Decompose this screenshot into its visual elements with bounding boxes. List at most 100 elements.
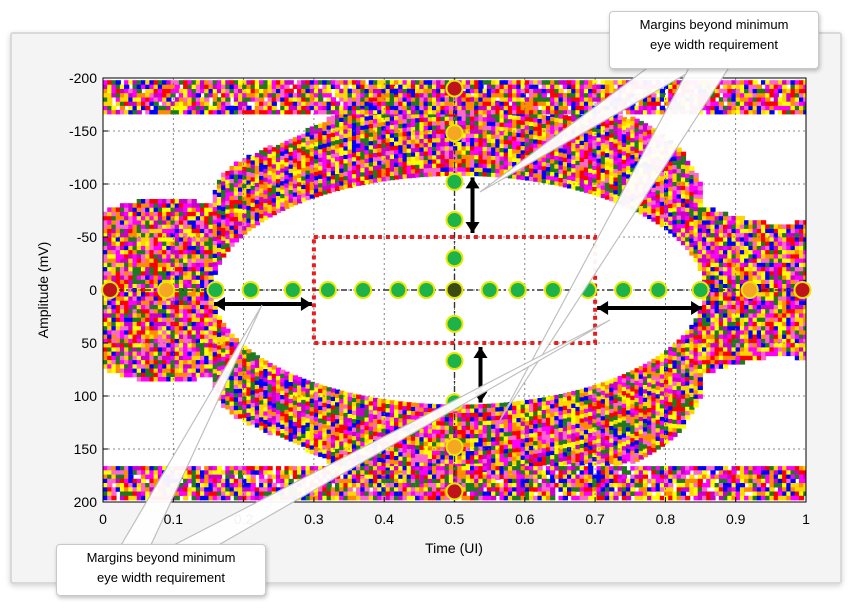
trace-segment: [242, 187, 248, 193]
trace-segment: [326, 425, 332, 430]
trace-segment: [267, 97, 273, 102]
trace-segment: [250, 172, 256, 178]
trace-segment: [309, 139, 315, 144]
trace-segment: [284, 80, 290, 85]
trace-segment: [297, 474, 303, 480]
trace-segment: [263, 394, 269, 399]
trace-segment: [178, 249, 185, 255]
trace-segment: [166, 215, 172, 221]
trace-segment: [170, 88, 176, 94]
trace-segment: [119, 232, 126, 238]
trace-segment: [280, 478, 286, 484]
trace-segment: [183, 245, 189, 251]
trace-segment: [204, 317, 210, 323]
trace-segment: [254, 182, 260, 188]
trace-segment: [111, 224, 117, 229]
trace-segment: [157, 105, 163, 111]
trace-segment: [330, 426, 336, 432]
trace-segment: [191, 275, 197, 280]
trace-segment: [136, 317, 142, 323]
trace-segment: [183, 495, 189, 501]
trace-segment: [128, 347, 134, 352]
trace-segment: [157, 368, 163, 374]
trace-segment: [292, 400, 298, 406]
trace-segment: [267, 426, 273, 432]
trace-segment: [204, 275, 210, 280]
trace-segment: [178, 355, 185, 361]
trace-segment: [195, 262, 201, 268]
trace-segment: [204, 84, 210, 89]
trace-segment: [356, 445, 362, 450]
trace-segment: [200, 483, 206, 488]
trace-segment: [166, 249, 172, 255]
trace-segment: [162, 321, 168, 327]
trace-segment: [313, 412, 320, 418]
trace-segment: [309, 381, 315, 387]
trace-segment: [271, 176, 277, 182]
trace-segment: [111, 93, 117, 98]
trace-segment: [229, 483, 235, 488]
trace-segment: [275, 208, 282, 213]
trace-segment: [288, 411, 294, 417]
trace-segment: [356, 156, 362, 161]
trace-segment: [170, 80, 176, 85]
trace-segment: [153, 271, 159, 276]
trace-segment: [292, 175, 298, 180]
trace-segment: [242, 204, 248, 210]
trace-segment: [305, 448, 311, 453]
trace-segment: [297, 385, 303, 390]
trace-segment: [119, 266, 126, 272]
trace-segment: [128, 279, 134, 284]
trace-segment: [250, 407, 256, 412]
trace-segment: [170, 372, 176, 378]
trace-segment: [212, 105, 218, 111]
trace-segment: [187, 355, 193, 361]
trace-segment: [313, 421, 320, 426]
trace-segment: [263, 156, 269, 161]
trace-segment: [259, 97, 265, 102]
trace-segment: [326, 495, 332, 501]
trace-segment: [263, 101, 269, 106]
trace-segment: [208, 355, 214, 361]
trace-segment: [183, 262, 189, 268]
trace-segment: [145, 275, 151, 280]
trace-segment: [318, 149, 324, 154]
trace-segment: [115, 355, 121, 361]
trace-segment: [200, 495, 206, 501]
trace-segment: [297, 84, 303, 89]
trace-segment: [103, 309, 109, 314]
trace-segment: [183, 288, 189, 293]
trace-segment: [343, 112, 349, 117]
trace-segment: [132, 88, 138, 94]
trace-segment: [229, 109, 235, 115]
trace-segment: [351, 448, 358, 454]
trace-segment: [149, 466, 155, 471]
trace-segment: [141, 377, 147, 382]
trace-segment: [178, 343, 185, 348]
trace-segment: [301, 387, 307, 392]
trace-segment: [242, 209, 248, 214]
trace-segment: [254, 220, 260, 226]
trace-segment: [343, 180, 349, 185]
trace-segment: [250, 352, 256, 357]
trace-segment: [322, 84, 328, 89]
trace-segment: [238, 397, 244, 402]
trace-segment: [208, 262, 214, 268]
trace-segment: [103, 478, 109, 484]
trace-segment: [229, 397, 235, 402]
trace-segment: [242, 192, 248, 197]
trace-segment: [292, 109, 298, 115]
trace-segment: [183, 228, 189, 234]
trace-segment: [216, 362, 223, 367]
trace-segment: [309, 415, 315, 421]
trace-segment: [136, 237, 142, 242]
trace-segment: [212, 322, 218, 327]
trace-segment: [242, 84, 248, 89]
trace-segment: [124, 262, 130, 268]
trace-segment: [145, 347, 151, 352]
trace-segment: [246, 201, 252, 206]
trace-segment: [204, 300, 210, 306]
trace-segment: [297, 173, 303, 178]
trace-segment: [149, 279, 155, 284]
trace-segment: [200, 232, 206, 238]
